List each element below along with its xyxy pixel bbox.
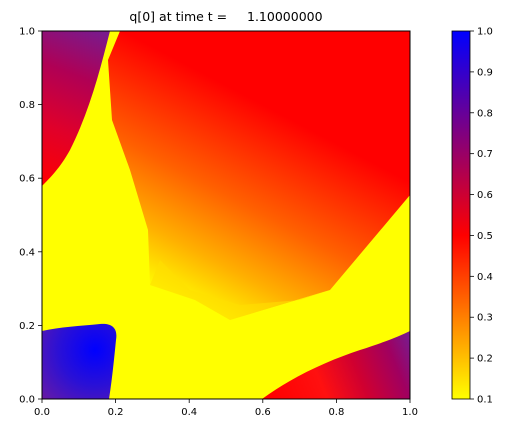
x-tick-label: 1.0 xyxy=(402,407,418,418)
y-tick-label: 0.6 xyxy=(19,174,35,185)
x-tick-label: 0.8 xyxy=(328,407,344,418)
band-inner-light xyxy=(150,260,330,320)
colorbar xyxy=(451,30,471,400)
colorbar-tick-label: 0.9 xyxy=(477,67,493,78)
y-tick-label: 0.8 xyxy=(19,100,35,111)
bottom-left-blob xyxy=(42,323,117,399)
bottom-right-region xyxy=(262,331,410,399)
colorbar-axis: 0.1 0.2 0.3 0.4 0.5 0.6 0.7 0.8 0.9 1.0 xyxy=(470,27,493,406)
y-tick-label: 1.0 xyxy=(19,27,35,38)
x-tick-label: 0.2 xyxy=(108,407,124,418)
diagonal-band xyxy=(108,31,410,320)
colorbar-tick-label: 0.6 xyxy=(477,190,493,201)
top-left-lobe xyxy=(42,31,110,186)
x-axis: 0.0 0.2 0.4 0.6 0.8 1.0 xyxy=(34,399,418,418)
x-tick-label: 0.6 xyxy=(255,407,271,418)
y-tick-label: 0.4 xyxy=(19,247,35,258)
colorbar-tick-label: 0.4 xyxy=(477,272,493,283)
colorbar-tick-label: 0.3 xyxy=(477,313,493,324)
colorbar-tick-label: 0.8 xyxy=(477,108,493,119)
x-tick-label: 0.0 xyxy=(34,407,50,418)
colorbar-tick-label: 0.1 xyxy=(477,395,493,406)
y-tick-label: 0.2 xyxy=(19,321,35,332)
chart-title: q[0] at time t = 1.10000000 xyxy=(129,9,322,24)
plot-area xyxy=(42,31,410,399)
x-tick-label: 0.4 xyxy=(181,407,197,418)
y-tick-label: 0.0 xyxy=(19,395,35,406)
y-axis: 0.0 0.2 0.4 0.6 0.8 1.0 xyxy=(19,27,42,406)
colorbar-tick-label: 0.5 xyxy=(477,231,493,242)
colorbar-tick-label: 0.2 xyxy=(477,354,493,365)
plot-frame xyxy=(41,30,411,400)
colorbar-tick-label: 0.7 xyxy=(477,149,493,160)
colorbar-tick-label: 1.0 xyxy=(477,27,493,38)
